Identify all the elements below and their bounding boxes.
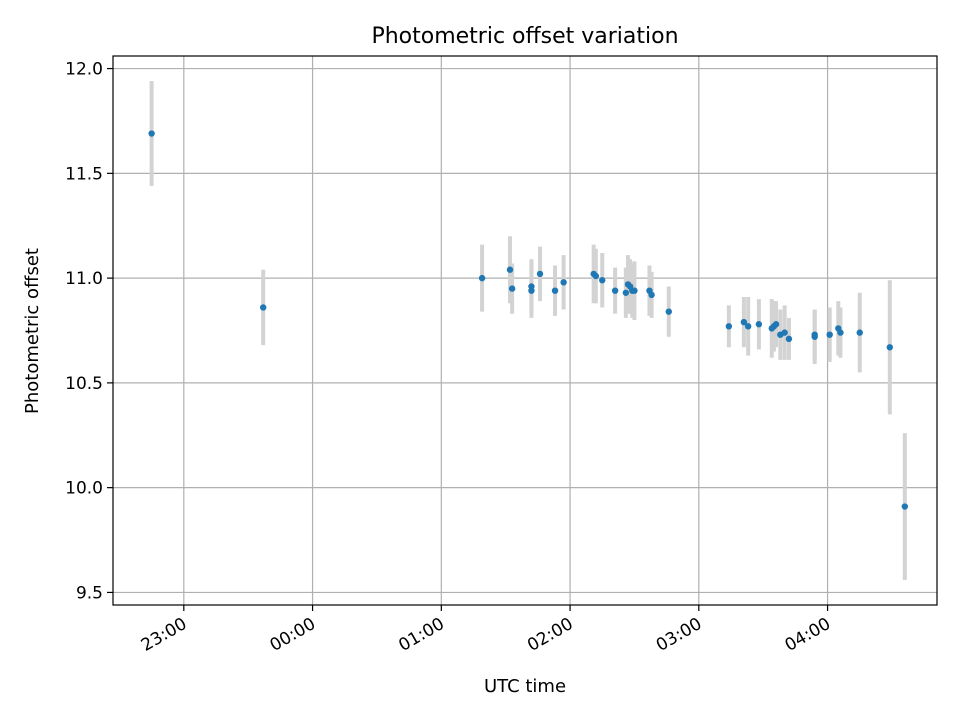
plot-frame <box>112 55 938 606</box>
data-point <box>611 287 619 294</box>
data-point <box>725 323 733 330</box>
data-point <box>536 270 544 278</box>
data-point <box>837 329 844 336</box>
data-point <box>599 277 606 284</box>
y-tick-label: 11.0 <box>65 269 103 289</box>
data-point <box>506 266 514 273</box>
data-point <box>560 279 567 286</box>
y-tick-label: 10.5 <box>65 374 103 394</box>
data-point <box>508 285 516 292</box>
data-point <box>592 272 600 280</box>
data-point <box>755 321 763 328</box>
chart-title: Photometric offset variation <box>371 24 678 49</box>
x-axis-label: UTC time <box>484 676 566 697</box>
data-point <box>478 274 486 282</box>
data-point <box>811 331 818 338</box>
data-point <box>781 329 788 336</box>
data-point <box>740 318 748 326</box>
y-tick-label: 11.5 <box>65 164 103 184</box>
y-tick-label: 9.5 <box>76 583 103 603</box>
data-point <box>622 289 630 296</box>
data-point <box>260 304 267 311</box>
data-point <box>772 321 780 328</box>
y-axis: 9.5 10.0 10.5 11.0 11.5 12.0 <box>65 60 113 603</box>
data-point <box>856 329 863 336</box>
data-point <box>901 503 909 510</box>
data-point <box>648 291 655 299</box>
data-point <box>826 331 833 338</box>
data-point <box>631 287 638 294</box>
y-tick-label: 12.0 <box>65 60 103 80</box>
y-tick-label: 10.0 <box>65 479 103 499</box>
data-point <box>785 335 793 343</box>
data-point <box>148 130 155 137</box>
data-point <box>665 308 672 315</box>
data-point <box>528 283 535 290</box>
data-point <box>744 323 752 330</box>
data-point <box>886 344 893 351</box>
data-point <box>551 287 559 294</box>
data-points <box>148 130 909 510</box>
y-axis-label: Photometric offset <box>22 248 43 414</box>
grid-lines <box>113 56 937 605</box>
